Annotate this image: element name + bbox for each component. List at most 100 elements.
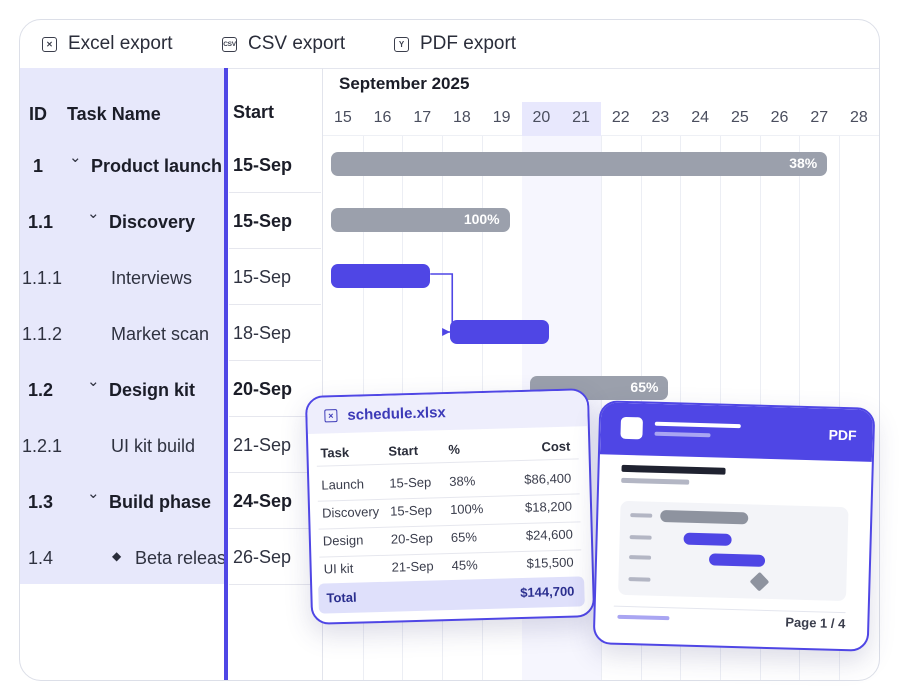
excel-cell: 38%: [449, 473, 476, 490]
task-id: 1.3: [28, 492, 54, 512]
pdf-row-line: [629, 555, 652, 560]
pdf-row-line: [629, 535, 652, 540]
pdf-bar: [708, 553, 766, 567]
task-row[interactable]: [20, 248, 226, 304]
excel-export-button[interactable]: ✕ Excel export: [42, 31, 173, 57]
task-row[interactable]: [20, 528, 226, 584]
task-name-column-header[interactable]: Task Name: [67, 104, 161, 124]
pdf-milestone-icon: [749, 571, 770, 592]
start-cell[interactable]: 24-Sep: [229, 472, 321, 529]
day-header: 23: [651, 109, 670, 126]
task-row[interactable]: [20, 136, 226, 192]
chevron-down-icon[interactable]: ⌄: [87, 205, 100, 222]
task-id: 1: [33, 156, 44, 176]
excel-cell: 20-Sep: [390, 530, 434, 547]
start-date: 21-Sep: [233, 435, 292, 455]
chevron-down-icon[interactable]: ⌄: [87, 485, 100, 502]
start-date: 18-Sep: [233, 323, 292, 343]
start-cell[interactable]: 18-Sep: [229, 304, 321, 361]
start-cell[interactable]: 26-Sep: [229, 528, 321, 585]
excel-cell: Launch: [321, 476, 365, 493]
day-header: 15: [333, 109, 352, 126]
excel-file-icon: ✕: [324, 409, 338, 423]
excel-cell: 15-Sep: [389, 502, 433, 519]
excel-icon: ✕: [42, 36, 57, 52]
start-cell[interactable]: 15-Sep: [229, 248, 321, 305]
pdf-heading-line: [621, 464, 726, 475]
task-row[interactable]: [20, 192, 226, 248]
start-cell[interactable]: 15-Sep: [229, 192, 321, 249]
csv-export-label: CSV export: [248, 33, 346, 54]
day-header: 19: [492, 109, 511, 126]
start-date: 26-Sep: [233, 547, 292, 567]
excel-cell: 45%: [451, 557, 478, 573]
pdf-subheading-line: [621, 477, 690, 485]
task-bar[interactable]: [450, 320, 550, 344]
csv-icon: CSV: [222, 36, 237, 52]
task-row[interactable]: [20, 416, 226, 472]
task-name: Build phase: [109, 492, 212, 512]
day-header: 18: [453, 109, 471, 126]
pdf-preview-header: PDF: [599, 402, 874, 462]
excel-cell: 21-Sep: [391, 558, 434, 575]
excel-row-divider: [316, 458, 579, 467]
pdf-footer-line: [617, 614, 670, 621]
excel-export-label: Excel export: [68, 33, 173, 54]
header-divider: [323, 135, 879, 136]
summary-bar[interactable]: 100%: [331, 208, 510, 232]
pdf-row-line: [630, 513, 653, 518]
day-header: 25: [730, 109, 749, 126]
grid-header: [20, 68, 226, 136]
start-column-header[interactable]: Start: [233, 102, 275, 122]
id-column-header[interactable]: ID: [29, 104, 47, 124]
task-bar[interactable]: [331, 264, 431, 288]
day-header: 27: [810, 109, 829, 126]
progress-label: 65%: [630, 379, 659, 395]
task-grid: ID Task Name Start 1 ⌄ Product launch 15-Se…: [20, 68, 322, 680]
task-id: 1.1.2: [22, 324, 63, 344]
excel-column-header: Start: [388, 442, 419, 459]
excel-cell: $18,200: [524, 498, 573, 515]
task-id: 1.1: [28, 212, 54, 232]
progress-label: 38%: [789, 155, 818, 171]
excel-filename: schedule.xlsx: [347, 404, 447, 424]
excel-column-header: %: [448, 441, 461, 458]
excel-cell: $86,400: [524, 470, 572, 487]
day-header: 24: [691, 109, 710, 126]
task-name: Interviews: [111, 268, 193, 288]
start-date: 15-Sep: [233, 267, 292, 287]
arrow-right-icon: [442, 328, 451, 336]
grid-splitter[interactable]: [224, 68, 228, 680]
start-date: 15-Sep: [233, 211, 293, 231]
task-name: Product launch: [91, 156, 223, 176]
task-row[interactable]: [20, 304, 226, 360]
start-cell[interactable]: 20-Sep: [229, 360, 321, 417]
pdf-export-label: PDF export: [420, 33, 517, 54]
task-id: 1.2.1: [22, 436, 63, 456]
task-name: Beta release: [135, 548, 226, 568]
chevron-down-icon[interactable]: ⌄: [87, 373, 100, 390]
dependency-links: [430, 273, 454, 336]
pdf-footer-divider: [613, 605, 846, 614]
csv-export-button[interactable]: CSV CSV export: [222, 31, 345, 57]
excel-column-header: Task: [320, 444, 350, 461]
pdf-export-button[interactable]: Y PDF export: [394, 31, 516, 57]
start-cell[interactable]: 21-Sep: [229, 416, 321, 473]
task-row[interactable]: [20, 472, 226, 528]
day-header: 26: [770, 109, 789, 126]
excel-preview-card: ✕ schedule.xlsx Task Start% Cost Launch 15-S…: [304, 388, 596, 625]
pdf-page-number: Page 1 / 4: [785, 614, 846, 632]
task-row[interactable]: [20, 360, 226, 416]
task-id: 1.2: [28, 380, 54, 400]
gantt-panel: ✕ Excel export CSV CSV export Y PDF expo…: [19, 19, 880, 681]
day-header: 22: [611, 109, 630, 126]
task-name: UI kit build: [111, 436, 196, 456]
pdf-preview-card: PDF Page 1 / 4: [592, 400, 876, 652]
start-cell[interactable]: 15-Sep: [229, 136, 321, 193]
day-header: 16: [373, 109, 392, 126]
chevron-down-icon[interactable]: ⌄: [69, 149, 82, 166]
progress-label: 100%: [463, 211, 500, 227]
excel-cell: 100%: [449, 501, 484, 517]
milestone-diamond-icon: ◆: [112, 549, 122, 563]
summary-bar[interactable]: 38%: [331, 152, 828, 176]
